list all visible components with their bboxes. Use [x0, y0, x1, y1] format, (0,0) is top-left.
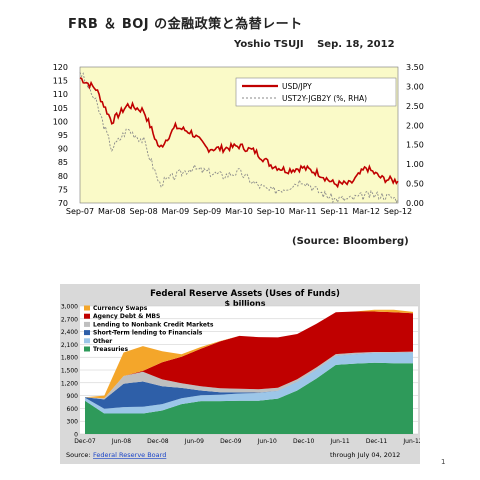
- right-tick-label: 0.00: [406, 199, 424, 208]
- legend-swatch-agency-debt-mbs: [84, 313, 90, 319]
- right-axis: 0.00 0.50 1.00 1.50 2.00 2.50 3.00 3.50: [406, 63, 424, 208]
- x-tick-label: Mar-08: [98, 207, 126, 216]
- x-tick-label: Mar-09: [162, 207, 190, 216]
- x-tick-label: Jun-09: [184, 438, 204, 445]
- source-link[interactable]: Federal Reserve Board: [93, 451, 166, 459]
- x-tick-label: Mar-10: [225, 207, 253, 216]
- x-tick-label: Dec-11: [366, 438, 388, 445]
- x-tick-label: Sep-07: [66, 207, 94, 216]
- y-tick-label: 2,400: [61, 329, 78, 336]
- y-tick-label: 300: [67, 419, 79, 426]
- y-tick-label: 3,000: [61, 304, 78, 311]
- through-date: through July 04, 2012: [330, 451, 400, 459]
- left-tick-label: 115: [53, 77, 68, 86]
- legend-swatch-lending-to-nonbank-credit-markets: [84, 321, 90, 327]
- y-axis: 0 300 600 900 1,200 1,500 1,800 2,100 2,400 2,700…: [61, 304, 78, 439]
- usdjpy-chart: 70 75 80 85 90 95 100 105 110 115 120 0.00 0.50 1.00…: [53, 63, 424, 216]
- x-tick-label: Dec-07: [74, 438, 96, 445]
- x-tick-label: Dec-08: [147, 438, 169, 445]
- source-label: Source:: [66, 451, 91, 459]
- legend-swatch-other: [84, 338, 90, 344]
- left-tick-label: 95: [58, 131, 68, 140]
- area-treasuries: [85, 362, 413, 434]
- area-currency-swaps: [85, 309, 413, 399]
- left-tick-label: 120: [53, 63, 68, 72]
- left-tick-label: 70: [58, 199, 68, 208]
- legend-swatch-treasuries: [84, 346, 90, 352]
- plot-border: [79, 66, 399, 204]
- x-tick-label: Jun-10: [257, 438, 277, 445]
- right-tick-label: 2.50: [406, 102, 424, 111]
- right-tick-label: 3.00: [406, 82, 424, 91]
- x-tick-label: Dec-09: [220, 438, 242, 445]
- x-tick-label: Sep-08: [130, 207, 158, 216]
- x-tick-label: Mar-12: [352, 207, 380, 216]
- legend-swatch-short-term-lending-to-financials: [84, 330, 90, 336]
- y-tick-label: 1,800: [61, 355, 78, 362]
- y-tick-label: 1,200: [61, 380, 78, 387]
- fed-assets-chart: Federal Reserve Assets (Uses of Funds) $…: [60, 284, 420, 464]
- area-agency-debt-mbs: [85, 311, 413, 399]
- series: [79, 72, 399, 204]
- area-other: [85, 352, 413, 414]
- x-tick-label: Sep-11: [320, 207, 348, 216]
- y-tick-label: 900: [67, 393, 79, 400]
- x-tick-label: Sep-12: [384, 207, 412, 216]
- right-tick-label: 1.50: [406, 141, 424, 150]
- left-tick-label: 85: [58, 158, 68, 167]
- legend-label-lending-to-nonbank-credit-markets: Lending to Nonbank Credit Markets: [93, 321, 214, 328]
- x-tick-label: Jun-12: [402, 438, 420, 445]
- y-tick-label: 0: [74, 432, 78, 439]
- right-tick-label: 2.00: [406, 121, 424, 130]
- usdjpy-line: [79, 77, 399, 189]
- legend-box: [235, 77, 397, 107]
- legend: USD/JPY UST2Y-JGB2Y (%, RHA): [235, 77, 397, 107]
- left-tick-label: 100: [53, 117, 68, 126]
- left-axis: 70 75 80 85 90 95 100 105 110 115 120: [53, 63, 68, 208]
- legend-spread-label: UST2Y-JGB2Y (%, RHA): [282, 94, 367, 103]
- area-short-term-lending-to-financials: [85, 352, 413, 409]
- legend-label-agency-debt-mbs: Agency Debt & MBS: [93, 313, 160, 320]
- right-tick-label: 0.50: [406, 180, 424, 189]
- y-tick-label: 600: [67, 406, 79, 413]
- stacked-areas: [85, 309, 413, 434]
- left-tick-label: 75: [58, 185, 68, 194]
- x-tick-label: Mar-11: [289, 207, 317, 216]
- x-tick-label: Sep-09: [193, 207, 221, 216]
- author-date: Yoshio TSUJI Sep. 18, 2012: [234, 39, 395, 50]
- legend-label-currency-swaps: Currency Swaps: [93, 305, 148, 312]
- chart1-source: (Source: Bloomberg): [292, 236, 409, 247]
- grid: [79, 66, 399, 204]
- left-tick-label: 105: [53, 104, 68, 113]
- footer-bar: [60, 447, 420, 464]
- x-axis: Sep-07 Mar-08 Sep-08 Mar-09 Sep-09 Mar-10 Sep-…: [66, 207, 412, 216]
- y-tick-label: 1,500: [61, 368, 78, 375]
- legend-label-other: Other: [93, 338, 112, 345]
- y-tick-label: 2,100: [61, 342, 78, 349]
- legend-swatch-currency-swaps: [84, 305, 90, 311]
- legend-label-treasuries: Treasuries: [93, 346, 128, 353]
- x-tick-label: Dec-10: [293, 438, 315, 445]
- legend-usdjpy-label: USD/JPY: [282, 82, 312, 91]
- chart2-title: Federal Reserve Assets (Uses of Funds): [150, 289, 340, 299]
- right-tick-label: 3.50: [406, 63, 424, 72]
- y-tick-label: 2,700: [61, 316, 78, 323]
- left-tick-label: 90: [58, 145, 68, 154]
- right-tick-label: 1.00: [406, 160, 424, 169]
- x-tick-label: Sep-10: [257, 207, 285, 216]
- page-number: 1: [441, 458, 446, 466]
- spread-line: [79, 72, 399, 204]
- left-tick-label: 110: [53, 90, 68, 99]
- page-title: FRB ＆ BOJ の金融政策と為替レート: [68, 17, 303, 32]
- x-tick-label: Jun-08: [111, 438, 131, 445]
- legend-label-short-term-lending-to-financials: Short-Term lending to Financials: [93, 330, 203, 337]
- left-tick-label: 80: [58, 172, 68, 181]
- x-tick-label: Jun-11: [330, 438, 350, 445]
- area-lending-to-nonbank-credit-markets: [85, 351, 413, 400]
- x-axis: Dec-07 Jun-08 Dec-08 Jun-09 Dec-09 Jun-10 Dec-…: [74, 438, 420, 445]
- chart2-subtitle: $ billions: [225, 299, 266, 308]
